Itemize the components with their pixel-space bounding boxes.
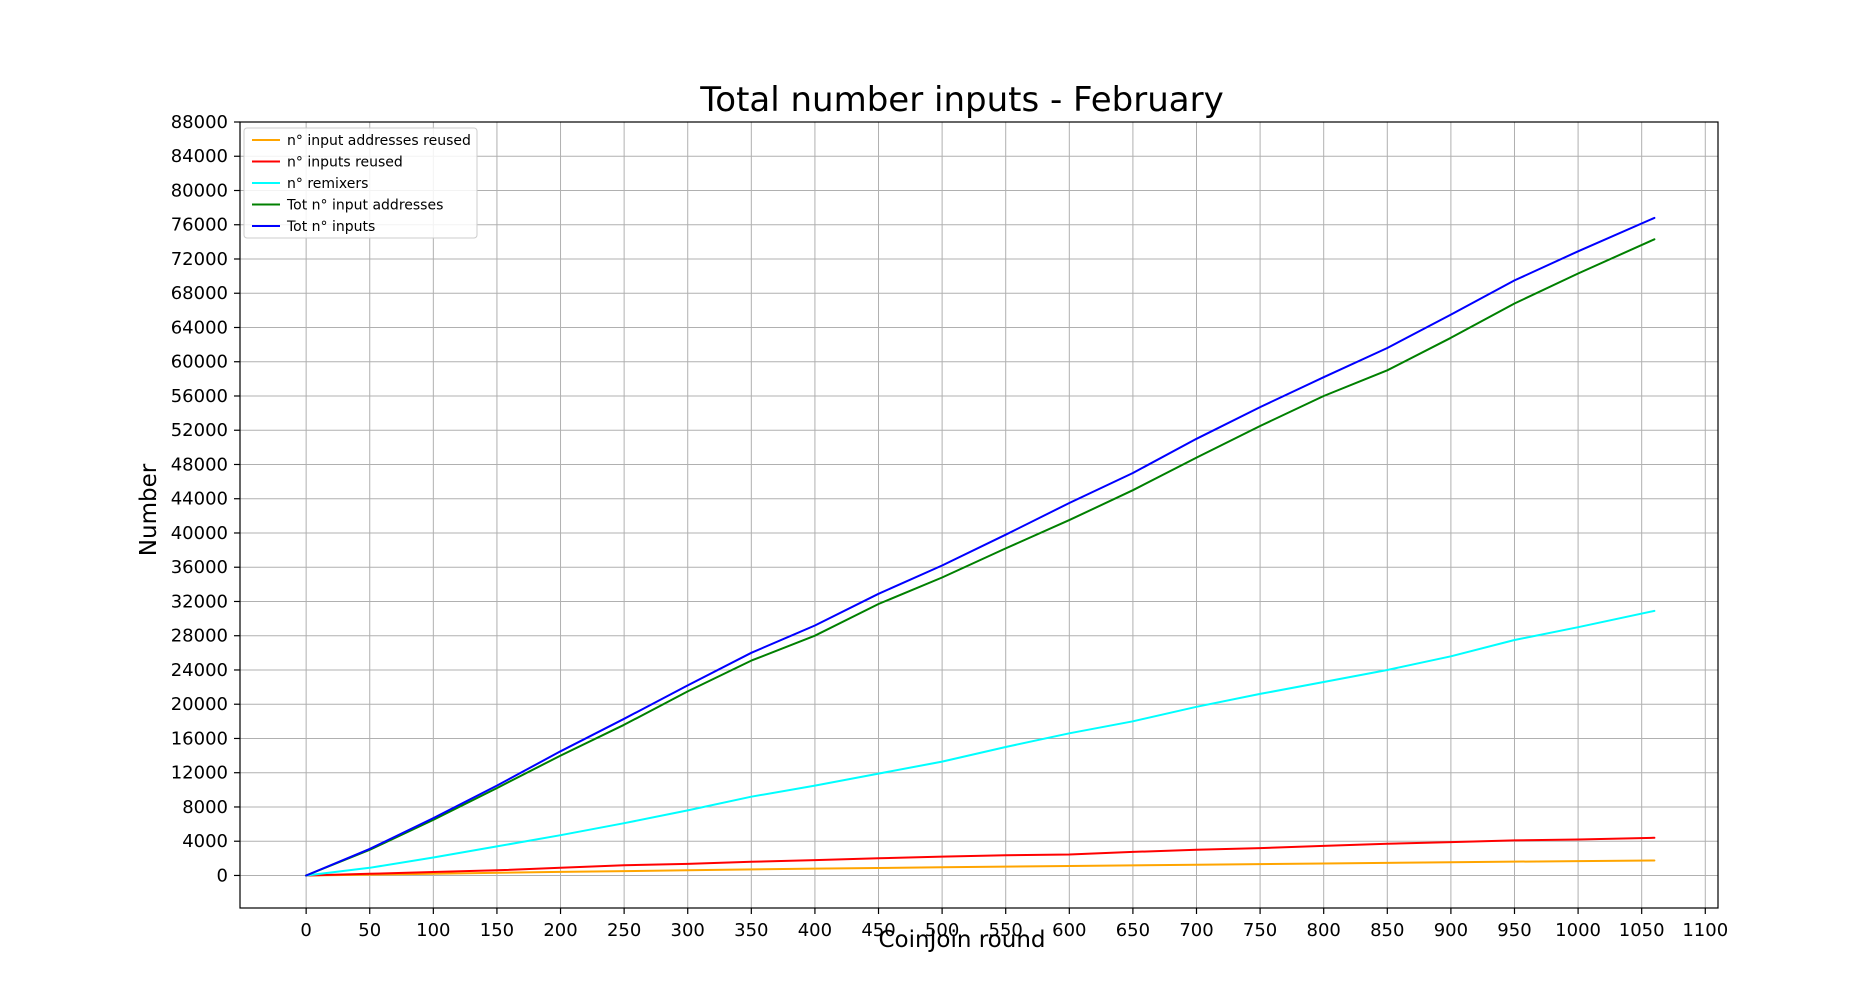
y-tick-label: 44000 xyxy=(171,489,228,510)
y-tick-label: 80000 xyxy=(171,180,228,201)
y-tick-label: 60000 xyxy=(171,352,228,373)
y-tick-label: 84000 xyxy=(171,146,228,167)
x-tick-label: 1050 xyxy=(1619,920,1665,941)
y-tick-label: 40000 xyxy=(171,523,228,544)
series-lines xyxy=(305,216,1656,877)
y-tick-label: 52000 xyxy=(171,420,228,441)
series-line-n-remixers xyxy=(305,609,1656,877)
y-tick-label: 8000 xyxy=(182,797,228,818)
legend-label: n° remixers xyxy=(287,176,368,192)
y-tick-label: 48000 xyxy=(171,454,228,475)
x-axis-label: CoinJoin round xyxy=(878,927,1045,953)
y-tick-label: 4000 xyxy=(182,831,228,852)
legend-label: Tot n° input addresses xyxy=(286,198,443,214)
y-tick-label: 72000 xyxy=(171,249,228,270)
y-tick-label: 16000 xyxy=(171,728,228,749)
x-tick-label: 200 xyxy=(543,920,577,941)
y-tick-label: 76000 xyxy=(171,215,228,236)
series-line-n-input-addresses-reused xyxy=(305,859,1656,877)
x-tick-label: 400 xyxy=(798,920,832,941)
legend: n° input addresses reused n° inputs reuse… xyxy=(243,127,478,239)
y-tick-label: 56000 xyxy=(171,386,228,407)
legend-label: n° input addresses reused xyxy=(287,133,471,149)
series-line-n-inputs-reused xyxy=(305,836,1656,877)
y-axis-label: Number xyxy=(136,463,162,556)
y-tick-label: 20000 xyxy=(171,694,228,715)
legend-label: n° inputs reused xyxy=(287,155,403,171)
plot-frame xyxy=(239,121,1719,909)
x-tick-label: 650 xyxy=(1116,920,1150,941)
x-tick-label: 0 xyxy=(300,920,311,941)
x-tick-label: 500 xyxy=(925,920,959,941)
x-tick-label: 50 xyxy=(358,920,381,941)
x-tick-label: 900 xyxy=(1434,920,1468,941)
y-tick-label: 12000 xyxy=(171,763,228,784)
x-tick-label: 350 xyxy=(734,920,768,941)
x-tick-label: 250 xyxy=(607,920,641,941)
x-tick-label: 450 xyxy=(861,920,895,941)
x-tick-label: 750 xyxy=(1243,920,1277,941)
x-tick-label: 950 xyxy=(1497,920,1531,941)
grid-lines xyxy=(240,121,1718,908)
series-line-tot-n-input-addresses xyxy=(305,238,1656,877)
chart-title: Total number inputs - February xyxy=(699,80,1223,120)
y-tick-label: 0 xyxy=(217,865,228,886)
x-tick-label: 850 xyxy=(1370,920,1404,941)
legend-box xyxy=(243,127,478,239)
x-tick-label: 700 xyxy=(1179,920,1213,941)
y-tick-label: 68000 xyxy=(171,283,228,304)
x-tick-label: 550 xyxy=(989,920,1023,941)
y-tick-label: 88000 xyxy=(171,112,228,133)
x-tick-label: 600 xyxy=(1052,920,1086,941)
y-tick-label: 36000 xyxy=(171,557,228,578)
x-tick-label: 100 xyxy=(416,920,450,941)
series-line-tot-n-inputs xyxy=(305,216,1656,877)
x-tick-label: 300 xyxy=(671,920,705,941)
x-tick-label: 1000 xyxy=(1555,920,1601,941)
y-tick-label: 24000 xyxy=(171,660,228,681)
y-tick-label: 64000 xyxy=(171,317,228,338)
x-tick-label: 1100 xyxy=(1682,920,1728,941)
axis-ticks: 0 50 100 150 200 250 300 350 400 450 500 550 600 650 7… xyxy=(171,112,1728,941)
y-tick-label: 28000 xyxy=(171,626,228,647)
y-tick-label: 32000 xyxy=(171,591,228,612)
x-tick-label: 150 xyxy=(480,920,514,941)
x-tick-label: 800 xyxy=(1307,920,1341,941)
legend-label: Tot n° inputs xyxy=(286,219,375,235)
